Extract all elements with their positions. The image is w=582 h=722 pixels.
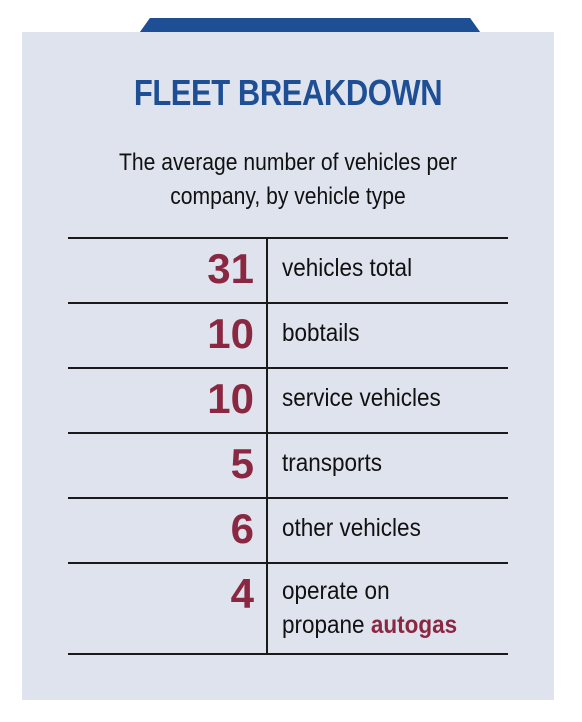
row-label: bobtails <box>282 319 360 347</box>
chart-subtitle: The average number of vehicles per compa… <box>54 146 522 214</box>
table-row: 6 other vehicles <box>68 499 508 564</box>
table-row: 31 vehicles total <box>68 239 508 304</box>
table-column-rule <box>266 237 268 655</box>
chart-title: FLEET BREAKDOWN <box>133 72 443 113</box>
row-value: 10 <box>207 310 254 357</box>
row-label-line-1: operate on <box>282 577 390 605</box>
row-value: 31 <box>207 245 254 292</box>
row-value: 4 <box>230 570 254 617</box>
row-label: transports <box>282 449 383 477</box>
row-value: 5 <box>230 440 254 487</box>
row-label: operate on propane autogas <box>282 574 485 642</box>
row-label: service vehicles <box>282 384 441 412</box>
row-label-prefix: propane <box>282 611 371 639</box>
infographic-panel <box>22 32 554 700</box>
table-row: 10 service vehicles <box>68 369 508 434</box>
table-row: 5 transports <box>68 434 508 499</box>
table-top-rule <box>68 237 508 239</box>
row-label: other vehicles <box>282 514 421 542</box>
row-label-accent: autogas <box>370 611 458 639</box>
subtitle-line-1: The average number of vehicles per <box>118 149 458 176</box>
banner-tab-light <box>140 18 480 32</box>
subtitle-line-2: company, by vehicle type <box>170 183 406 210</box>
row-label: vehicles total <box>282 254 413 282</box>
row-label-line-2: propane autogas <box>282 608 485 642</box>
table-row: 10 bobtails <box>68 304 508 369</box>
table-row: 4 operate on propane autogas <box>68 564 508 655</box>
row-value: 6 <box>230 505 254 552</box>
row-value: 10 <box>207 375 254 422</box>
